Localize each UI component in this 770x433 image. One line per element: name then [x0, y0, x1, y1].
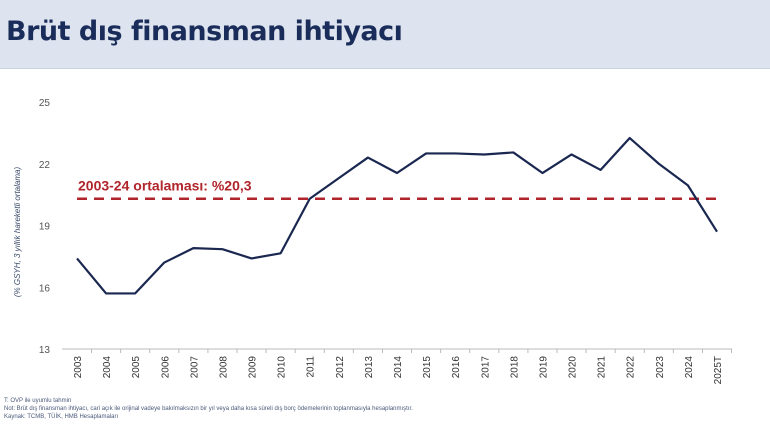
note-source: Kaynak: TCMB, TÜİK, HMB Hesaplamaları: [4, 414, 119, 420]
x-tick-label: 2011: [306, 356, 317, 378]
x-tick-label: 2004: [102, 356, 113, 379]
note-forecast: T: OVP ile uyumlu tahmin: [4, 398, 72, 404]
average-label: 2003-24 ortalaması: %20,3: [78, 178, 252, 194]
x-tick-label: 2021: [597, 356, 608, 379]
x-tick-label: 2006: [160, 356, 171, 379]
y-tick-label: 22: [39, 160, 51, 171]
x-tick-label: 2009: [248, 356, 259, 379]
x-tick-label: 2023: [655, 356, 666, 379]
x-tick-label: 2013: [364, 356, 375, 379]
x-tick-label: 2019: [538, 356, 549, 379]
page-title: Brüt dış finansman ihtiyacı: [6, 16, 403, 47]
x-tick-label: 2008: [218, 356, 229, 379]
y-tick-label: 19: [39, 222, 51, 233]
x-tick-label: 2025T: [713, 356, 724, 384]
x-tick-label: 2014: [393, 356, 404, 379]
x-tick-label: 2015: [422, 356, 433, 379]
y-axis-label: (% GSYH, 3 yıllık hareketli ortalama): [13, 167, 22, 298]
x-tick-label: 2024: [684, 356, 695, 379]
y-tick-label: 16: [39, 283, 51, 294]
x-tick-label: 2022: [626, 356, 637, 379]
y-tick-label: 25: [39, 98, 51, 109]
x-tick-label: 2017: [480, 356, 491, 379]
x-tick-label: 2018: [509, 356, 520, 379]
x-tick-label: 2007: [189, 356, 200, 379]
footnotes: T: OVP ile uyumlu tahmin Not: Brüt dış f…: [4, 397, 413, 421]
x-tick-label: 2012: [335, 356, 346, 379]
note-definition: Not: Brüt dış finansman ihtiyacı, cari a…: [4, 406, 413, 412]
x-tick-label: 2003: [73, 356, 84, 379]
header-bar: Brüt dış finansman ihtiyacı: [0, 0, 770, 69]
x-tick-label: 2010: [277, 356, 288, 379]
series-line: [76, 136, 718, 295]
x-tick-label: 2005: [131, 356, 142, 379]
y-tick-label: 13: [39, 345, 51, 356]
x-tick-label: 2020: [568, 356, 579, 379]
x-tick-label: 2016: [451, 356, 462, 379]
